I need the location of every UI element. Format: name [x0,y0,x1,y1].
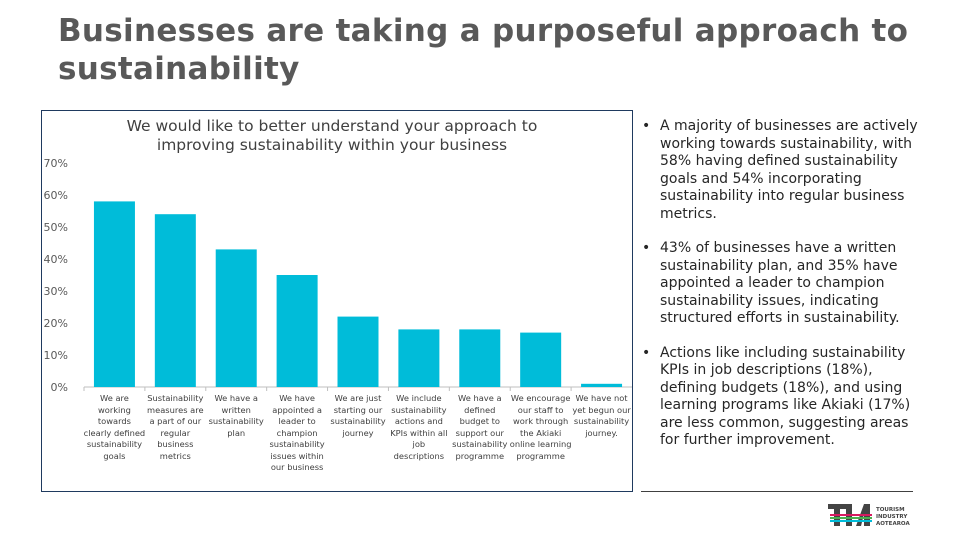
bar [398,329,440,387]
bar [93,201,135,387]
x-tick-label: We have not yet begun our sustainability… [572,393,631,438]
bar [520,332,562,387]
bar [459,329,501,387]
bullet-item: • Actions like including sustainability K… [642,345,932,450]
bar [215,249,257,387]
svg-text:TOURISM: TOURISM [876,507,905,513]
y-tick-label: 0% [51,381,68,394]
tia-logo: TOURISM INDUSTRY AOTEAROA [828,504,910,527]
x-tick-label: Sustainability measures are a part of ou… [147,393,204,461]
x-tick-label: We have a defined budget to support our … [452,393,508,461]
chart-plot: 0% 10% 20% 30% 40% 50% 60% 70% [44,157,632,394]
x-tick-label: We include sustainability actions and KP… [390,393,448,461]
bar [337,316,379,387]
x-tick-label: We are just starting our sustainability … [330,393,386,438]
x-tick-label: We are working towards clearly defined s… [83,393,146,461]
chart-title: We would like to better understand your … [126,117,538,154]
slide-title: Businesses are taking a purposeful appro… [58,13,909,87]
svg-text:AOTEAROA: AOTEAROA [876,521,910,527]
y-tick-label: 10% [44,349,68,362]
y-tick-label: 40% [44,253,68,266]
y-tick-label: 70% [44,157,68,170]
bar [276,275,318,387]
bullet-marker: • [642,118,651,134]
bar [154,214,196,387]
bar-chart: We would like to better understand your … [41,110,633,492]
x-tick-label: We have a written sustainability plan [208,393,264,438]
x-tick-label: We encourage our staff to work through t… [509,393,572,461]
bullet-marker: • [642,344,651,361]
bullet-text: 43% of businesses have a written sustain… [660,240,900,326]
y-tick-label: 20% [44,317,68,330]
key-findings: • A majority of businesses are actively w… [642,118,932,467]
bullet-item: • 43% of businesses have a written sustai… [642,240,932,328]
bar [581,383,623,387]
bullet-text: Actions like including sustainability KP… [660,344,911,449]
y-tick-label: 60% [44,189,68,202]
svg-text:INDUSTRY: INDUSTRY [876,514,908,520]
bullet-marker: • [642,240,651,256]
divider-line [641,491,913,492]
x-tick-label: We have appointed a leader to champion s… [269,393,325,472]
y-tick-label: 50% [44,221,68,234]
bullet-text: A majority of businesses are actively wo… [660,118,918,222]
y-tick-label: 30% [44,285,68,298]
bullet-item: • A majority of businesses are actively w… [642,118,932,223]
